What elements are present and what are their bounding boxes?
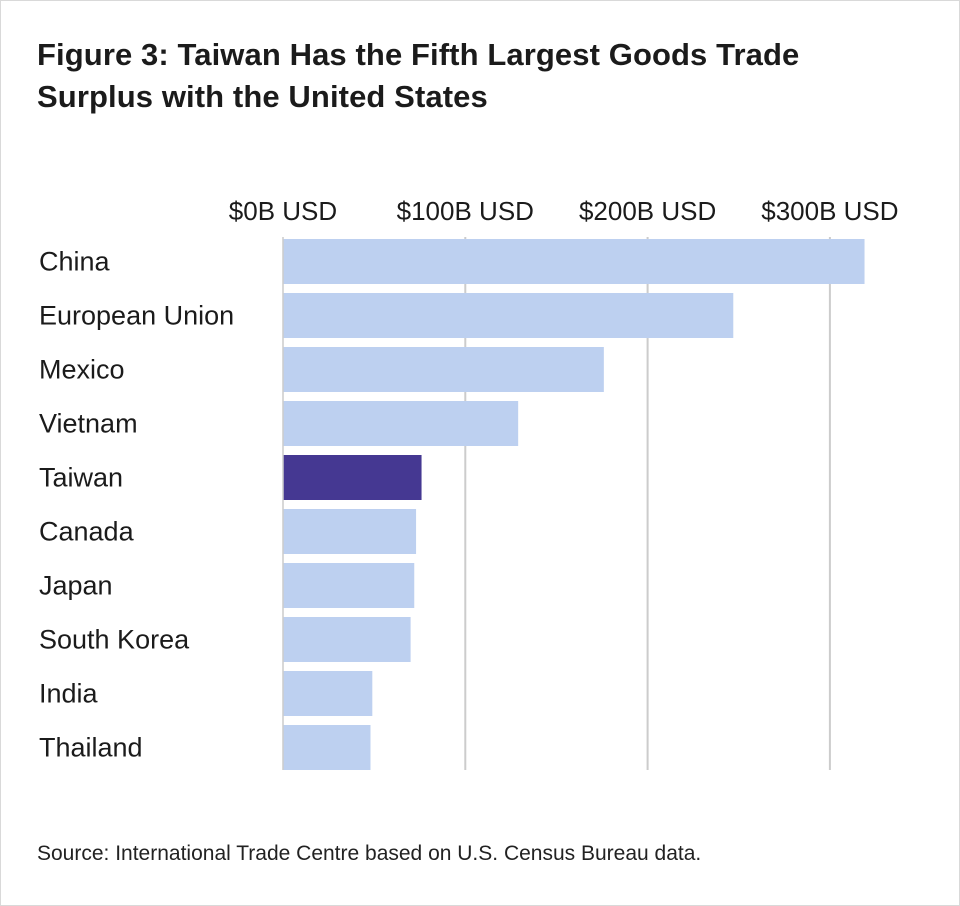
bar bbox=[283, 401, 519, 446]
category-label: Thailand bbox=[39, 733, 143, 763]
bar bbox=[283, 617, 411, 662]
bar bbox=[283, 671, 373, 716]
category-label: Mexico bbox=[39, 355, 125, 385]
category-label: European Union bbox=[39, 301, 234, 331]
category-label: Canada bbox=[39, 517, 135, 547]
x-tick-label: $0B USD bbox=[229, 196, 337, 226]
category-label: Japan bbox=[39, 571, 113, 601]
bar bbox=[283, 725, 371, 770]
x-tick-label: $300B USD bbox=[761, 196, 898, 226]
bar bbox=[283, 563, 415, 608]
bar bbox=[283, 509, 417, 554]
x-tick-label: $100B USD bbox=[397, 196, 534, 226]
bar bbox=[283, 239, 865, 284]
source-note: Source: International Trade Centre based… bbox=[37, 842, 702, 865]
bar bbox=[283, 347, 604, 392]
bar-highlight bbox=[283, 455, 422, 500]
category-label: Taiwan bbox=[39, 463, 123, 493]
x-tick-label: $200B USD bbox=[579, 196, 716, 226]
category-label: Vietnam bbox=[39, 409, 138, 439]
category-label: China bbox=[39, 247, 111, 277]
category-label: South Korea bbox=[39, 625, 190, 655]
bar bbox=[283, 293, 734, 338]
category-label: India bbox=[39, 679, 99, 709]
chart-title: Figure 3: Taiwan Has the Fifth Largest G… bbox=[37, 37, 800, 114]
